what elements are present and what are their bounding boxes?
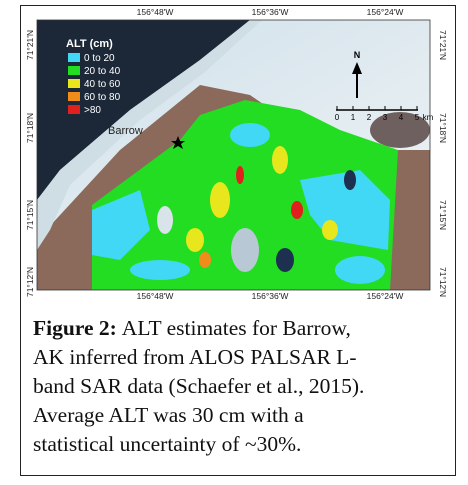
caption: Figure 2:ALT estimates for Barrow, AK in… [33, 314, 453, 459]
legend-swatch [68, 105, 80, 114]
page: {"figure": { "coords": {"top": ["156°48'… [0, 0, 468, 485]
alt-patch [291, 201, 303, 219]
legend-label: 60 to 80 [84, 92, 121, 103]
alt-patch [272, 146, 288, 174]
coord-label: 156°24'W [367, 7, 404, 17]
coord-label: 156°36'W [252, 7, 289, 17]
caption-line: band SAR data (Schaefer et al., 2015). [33, 372, 453, 401]
lake [157, 206, 173, 234]
alt-patch [199, 252, 211, 268]
scale-label: 2 [367, 113, 372, 122]
caption-text: ALT estimates for Barrow, [122, 316, 351, 340]
lake [276, 248, 294, 272]
coord-label: 156°36'W [252, 291, 289, 301]
coord-label: 71°18'N [438, 113, 448, 143]
coord-label: 71°21'N [438, 30, 448, 60]
legend-swatch [68, 92, 80, 101]
coord-label: 71°12'N [25, 267, 35, 297]
legend-label: >80 [84, 105, 101, 116]
alt-patch [236, 166, 244, 184]
coord-label: 71°15'N [438, 200, 448, 230]
caption-line: Average ALT was 30 cm with a [33, 401, 453, 430]
coord-label: 71°15'N [25, 200, 35, 230]
scale-label: km [423, 113, 434, 122]
caption-line: Figure 2:ALT estimates for Barrow, [33, 314, 453, 343]
lake [231, 228, 259, 272]
legend-label: 40 to 60 [84, 79, 121, 90]
caption-label: Figure 2: [33, 316, 117, 340]
caption-line: statistical uncertainty of ~30%. [33, 430, 453, 459]
caption-line: AK inferred from ALOS PALSAR L- [33, 343, 453, 372]
alt-patch [130, 260, 190, 280]
place-label: Barrow [108, 125, 143, 137]
alt-patch [186, 228, 204, 252]
legend-swatch [68, 53, 80, 62]
legend-swatch [68, 66, 80, 75]
coord-label: 71°12'N [438, 267, 448, 297]
alt-patch [335, 256, 385, 284]
alt-patch [230, 123, 270, 147]
scale-label: 1 [351, 113, 356, 122]
map-figure: ALT (cm) 0 to 20 20 to 40 40 to 60 60 to 80… [0, 0, 468, 310]
legend-label: 20 to 40 [84, 66, 121, 77]
legend-label: 0 to 20 [84, 53, 115, 64]
coord-label: 156°48'W [137, 7, 174, 17]
lake [344, 170, 356, 190]
legend-title: ALT (cm) [66, 38, 113, 50]
scale-label: 4 [399, 113, 404, 122]
scale-label: 3 [383, 113, 388, 122]
coord-label: 156°48'W [137, 291, 174, 301]
coord-label: 71°18'N [25, 113, 35, 143]
scale-label: 5 [415, 113, 420, 122]
coord-label: 156°24'W [367, 291, 404, 301]
alt-patch [322, 220, 338, 240]
coord-label: 71°21'N [25, 30, 35, 60]
alt-patch [210, 182, 230, 218]
scale-label: 0 [335, 113, 340, 122]
north-label: N [354, 50, 361, 60]
legend-swatch [68, 79, 80, 88]
